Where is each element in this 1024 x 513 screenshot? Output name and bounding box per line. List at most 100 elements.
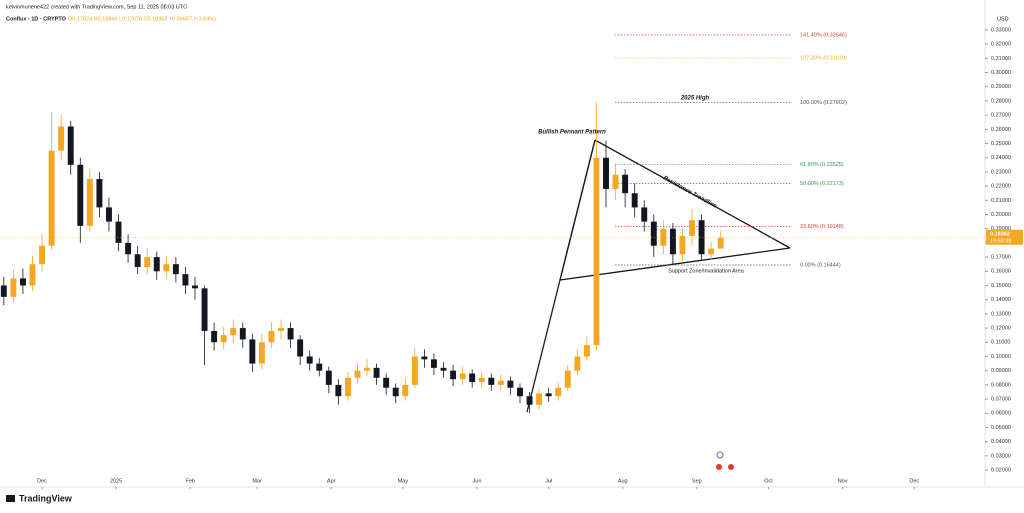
y-tick-label: 0.23000: [991, 169, 1011, 175]
candle-body: [354, 370, 361, 378]
candle-body: [669, 228, 676, 255]
candle-body: [220, 335, 227, 343]
ohlc: O0.17824 H0.18846 L0.17678 C0.18362 +0.0…: [68, 16, 216, 22]
y-tick-label: 0.25000: [991, 141, 1011, 147]
candle-body: [144, 257, 151, 268]
brand: TradingView: [19, 493, 73, 503]
annotation: 2025 High: [680, 96, 710, 102]
x-tick-label: Aug: [618, 478, 628, 484]
candle-body: [125, 242, 132, 255]
candle-body: [249, 339, 256, 364]
x-tick-label: Dec: [37, 478, 47, 484]
candle-body: [507, 380, 514, 388]
event-icon[interactable]: [716, 451, 724, 459]
candle-body: [536, 393, 543, 405]
countdown: 19:56:48: [990, 239, 1011, 245]
candle-body: [708, 248, 715, 255]
candle-body: [344, 377, 351, 397]
candle-body: [660, 228, 667, 246]
fib-label: 141.40% (0.32646): [800, 32, 847, 38]
candle-body: [373, 367, 380, 378]
author-line: kelvinmunene422 created with TradingView…: [6, 4, 187, 10]
candle-body: [211, 330, 218, 343]
y-tick-label: 0.11000: [991, 340, 1010, 346]
y-tick-label: 0.16000: [991, 269, 1011, 275]
candle-body: [383, 377, 390, 388]
y-tick-label: 0.32000: [991, 42, 1011, 48]
candle-body: [469, 373, 476, 383]
y-tick-label: 0.22000: [991, 184, 1011, 190]
candle-body: [612, 174, 619, 189]
y-tick-label: 0.31000: [991, 56, 1011, 62]
candle-body: [717, 237, 724, 249]
annotation: Bullish Pennant Pattern: [538, 130, 606, 136]
y-tick-label: 0.29000: [991, 84, 1011, 90]
x-tick-label: Dec: [909, 478, 919, 484]
y-tick-label: 0.13000: [991, 311, 1011, 317]
candle-body: [86, 179, 93, 226]
candle-body: [622, 174, 629, 194]
y-tick-label: 0.02000: [991, 468, 1011, 474]
candle-body: [67, 126, 74, 165]
candle-body: [287, 328, 294, 340]
candle-body: [497, 380, 504, 385]
y-tick-label: 0.06000: [991, 411, 1011, 417]
y-tick-label: 0.14000: [991, 297, 1011, 303]
x-tick-label: Oct: [764, 478, 773, 484]
candle-body: [201, 288, 208, 331]
candle-body: [230, 328, 237, 336]
candle-body: [163, 264, 170, 272]
candle-body: [115, 221, 122, 243]
candle-body: [583, 345, 590, 357]
y-tick-label: 0.27000: [991, 113, 1011, 119]
candle-body: [96, 179, 103, 208]
logo: TradingView: [6, 493, 73, 503]
y-tick-label: 0.03000: [991, 453, 1011, 459]
symbol: Conflux · 1D · CRYPTO: [6, 16, 67, 22]
x-tick-label: Jul: [545, 478, 552, 484]
y-tick-label: 0.09000: [991, 368, 1011, 374]
annotation: Resistance Trendline: [662, 175, 718, 210]
candle-body: [603, 157, 609, 189]
y-tick-label: 0.19000: [991, 226, 1011, 232]
y-tick-label: 0.05000: [991, 425, 1011, 431]
candle-body: [306, 356, 313, 364]
x-tick-label: 2025: [110, 478, 122, 484]
candle-body: [335, 384, 342, 397]
event-icon[interactable]: [728, 464, 734, 470]
y-tick-label: 0.10000: [991, 354, 1011, 360]
y-tick-label: 0.12000: [991, 326, 1011, 332]
candle-body: [316, 363, 323, 371]
candle-body: [29, 264, 36, 286]
candle-body: [440, 367, 447, 371]
x-tick-label: Nov: [838, 478, 848, 484]
candle-body: [0, 285, 7, 297]
y-tick-label: 0.28000: [991, 98, 1011, 104]
candle-body: [631, 193, 638, 208]
candle-body: [517, 387, 523, 397]
fib-label: 100.00% (0.27902): [800, 100, 847, 106]
x-tick-label: Sep: [692, 478, 702, 484]
candle-body: [268, 330, 275, 343]
event-icon[interactable]: [716, 464, 722, 470]
x-tick-label: May: [398, 478, 409, 484]
y-tick-label: 0.24000: [991, 155, 1011, 161]
fib-label: 0.00% (0.16444): [800, 262, 841, 268]
pennant-edge: [559, 139, 596, 281]
y-tick-label: 0.26000: [991, 127, 1011, 133]
candle-body: [564, 370, 571, 388]
candle-body: [450, 370, 457, 380]
candle-body: [48, 150, 55, 246]
candle-body: [478, 377, 485, 383]
fib-label: 61.80% (0.23525): [800, 162, 844, 168]
y-tick-label: 0.33000: [991, 27, 1011, 33]
fib-label: 127.20% (0.31019): [800, 56, 847, 62]
y-tick-label: 0.04000: [991, 439, 1011, 445]
candle-body: [526, 396, 533, 405]
candle-body: [278, 328, 284, 331]
candle-body: [172, 264, 179, 275]
candle-body: [593, 157, 600, 346]
y-tick-label: 0.21000: [991, 198, 1011, 204]
candle-body: [392, 387, 399, 397]
